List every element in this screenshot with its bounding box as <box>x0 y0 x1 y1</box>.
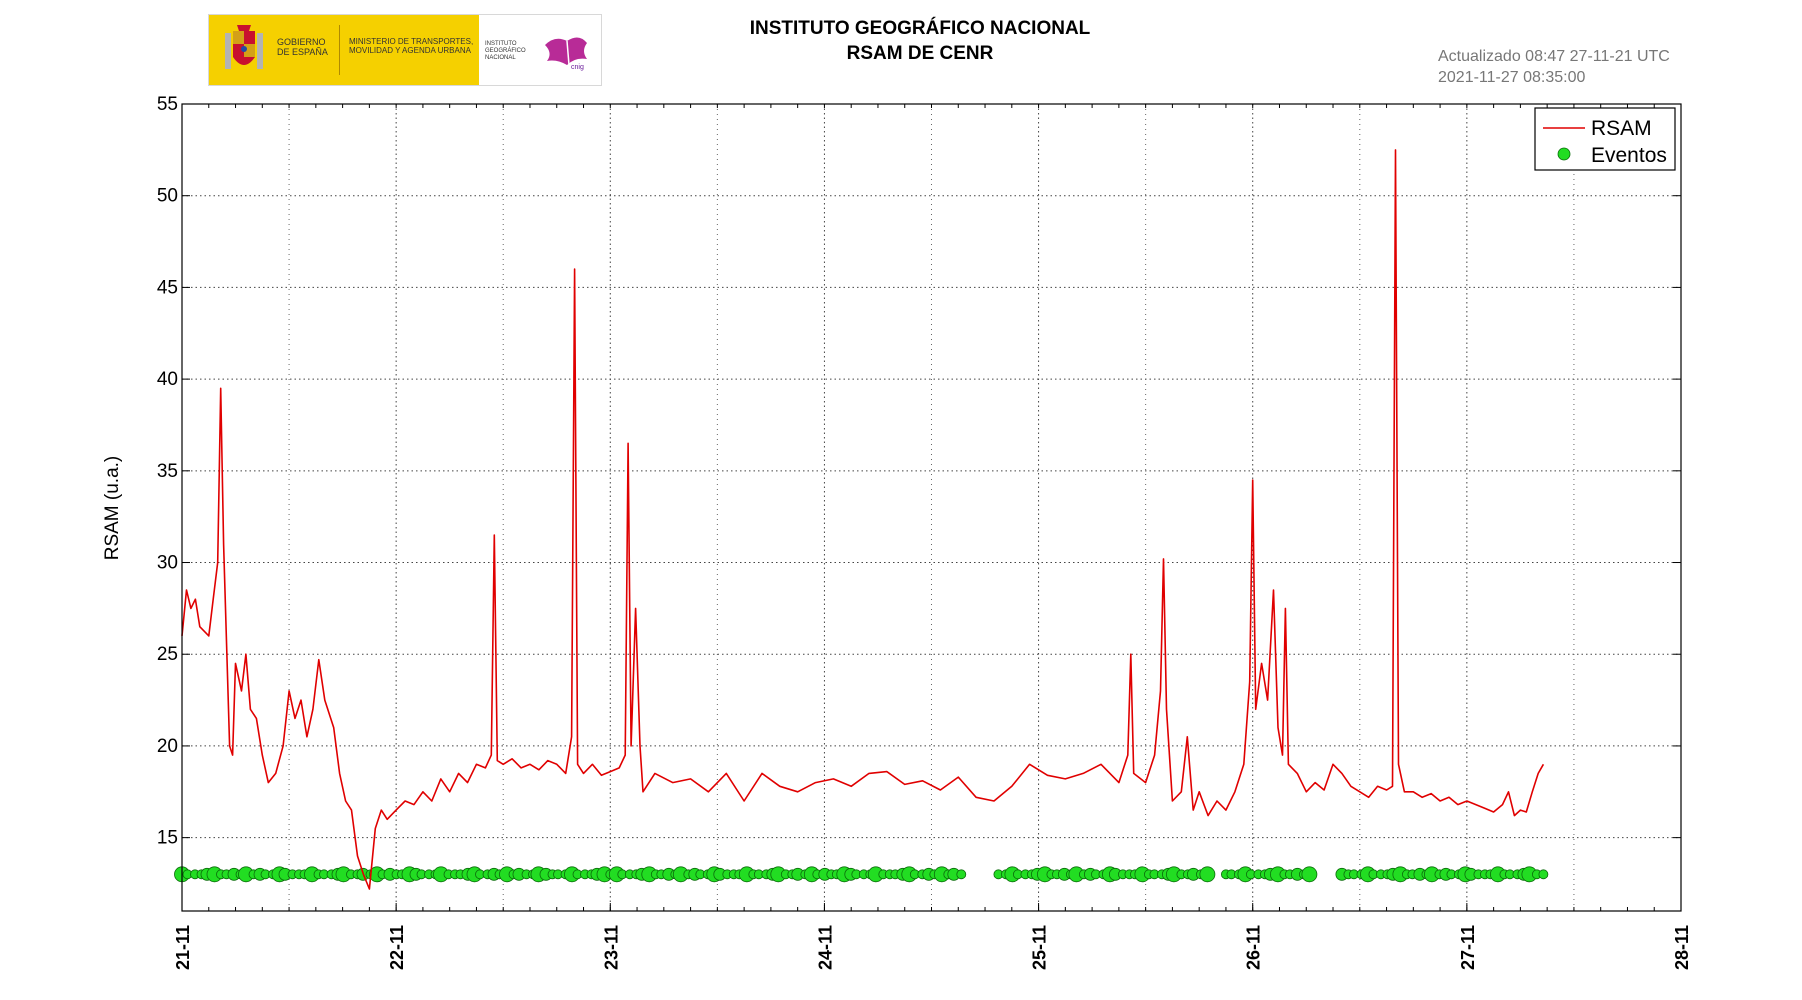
plot-frame <box>181 103 1682 912</box>
y-tick-label: 55 <box>157 94 178 115</box>
x-tick-label: 28-11 <box>1672 925 1692 970</box>
y-tick-label: 40 <box>157 369 178 390</box>
updated-line1: Actualizado 08:47 27-11-21 UTC <box>1438 48 1670 65</box>
x-tick-label: 27-11 <box>1458 925 1478 970</box>
logo-divider <box>339 25 340 75</box>
title-line2: RSAM DE CENR <box>846 43 994 64</box>
y-tick-label: 50 <box>157 186 178 207</box>
event-marker <box>1301 866 1318 883</box>
x-tick-label: 21-11 <box>173 925 193 970</box>
ign-logo-panel: INSTITUTO GEOGRÁFICO NACIONAL cnig <box>479 15 601 85</box>
y-tick-label: 25 <box>157 644 178 665</box>
coat-of-arms-icon <box>225 25 263 69</box>
ign-text: INSTITUTO GEOGRÁFICO NACIONAL <box>485 41 526 61</box>
x-tick-label: 26-11 <box>1244 925 1264 970</box>
legend-eventos-swatch <box>1557 147 1571 161</box>
gobierno-text: GOBIERNO DE ESPAÑA <box>277 37 328 57</box>
rsam-line <box>181 149 1545 890</box>
government-logo: GOBIERNO DE ESPAÑA MINISTERIO DE TRANSPO… <box>208 14 602 86</box>
ministerio-text: MINISTERIO DE TRANSPORTES, MOVILIDAD Y A… <box>349 37 474 55</box>
x-tick-label: 25-11 <box>1030 925 1050 970</box>
y-tick-label: 15 <box>157 828 178 849</box>
y-tick-label: 35 <box>157 461 178 482</box>
legend-eventos-label: Eventos <box>1591 144 1667 167</box>
legend-box <box>1534 107 1676 171</box>
event-marker <box>1538 869 1549 880</box>
update-timestamp: Actualizado 08:47 27-11-21 UTC 2021-11-2… <box>1438 46 1670 88</box>
y-tick-label: 45 <box>157 277 178 298</box>
y-tick-label: 30 <box>157 553 178 574</box>
ign-logo-icon: cnig <box>545 37 587 71</box>
event-marker <box>1199 866 1216 883</box>
title-line1: INSTITUTO GEOGRÁFICO NACIONAL <box>749 18 1091 39</box>
y-tick-label: 20 <box>157 736 178 757</box>
svg-text:cnig: cnig <box>571 64 584 71</box>
legend-rsam-label: RSAM <box>1591 117 1652 140</box>
chart-title: INSTITUTO GEOGRÁFICO NACIONAL RSAM DE CE… <box>620 16 1220 66</box>
x-tick-label: 23-11 <box>601 925 621 970</box>
event-marker <box>956 869 967 880</box>
x-tick-label: 22-11 <box>387 925 407 970</box>
x-tick-label: 24-11 <box>815 925 835 970</box>
updated-line2: 2021-11-27 08:35:00 <box>1438 69 1586 86</box>
